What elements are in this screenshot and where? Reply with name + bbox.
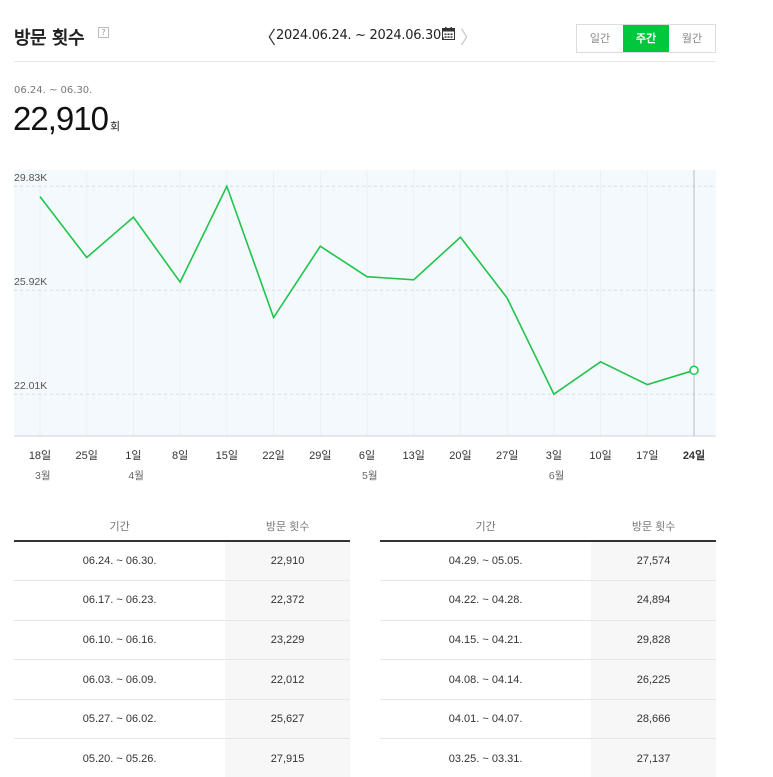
- column-header-visits: 방문 횟수: [225, 512, 350, 542]
- period-cell: 03.25. ~ 03.31.: [380, 738, 592, 777]
- chart-canvas: 22.01K 25.92K 29.83K 18일 3월 25일 1일 4월 8일 15일 22일 29…: [14, 170, 716, 482]
- stats-table-left: 기간 방문 횟수 06.24. ~ 06.30. 22,910 06.17. ~ …: [14, 512, 350, 777]
- y-tick-label: 29.83K: [14, 172, 47, 184]
- visits-cell: 22,012: [225, 659, 350, 700]
- column-header-period: 기간: [380, 512, 592, 542]
- table-row: 04.15. ~ 04.21. 29,828: [380, 620, 716, 661]
- column-header-visits: 방문 횟수: [591, 512, 716, 542]
- x-tick-label: 25일: [76, 448, 98, 462]
- x-tick-label: 8일: [172, 448, 188, 462]
- tab-monthly[interactable]: 월간: [669, 25, 715, 52]
- table-row: 06.17. ~ 06.23. 22,372: [14, 580, 350, 621]
- visits-cell: 26,225: [591, 659, 716, 700]
- summary-unit: 회: [109, 121, 121, 133]
- x-tick-label: 18일: [29, 448, 51, 462]
- x-month-label: 3월: [35, 470, 51, 482]
- page-title: 방문 횟수: [14, 28, 85, 49]
- x-tick-label: 6일: [359, 448, 375, 462]
- stats-tables: 기간 방문 횟수 06.24. ~ 06.30. 22,910 06.17. ~ …: [14, 512, 716, 777]
- plot-background: [14, 170, 716, 436]
- table-row: 05.20. ~ 05.26. 27,915: [14, 738, 350, 777]
- period-cell: 04.29. ~ 05.05.: [380, 541, 592, 582]
- tab-weekly[interactable]: 주간: [623, 25, 669, 52]
- visits-cell: 27,137: [591, 738, 716, 777]
- period-cell: 06.24. ~ 06.30.: [14, 541, 226, 582]
- stats-table-right: 기간 방문 횟수 04.29. ~ 05.05. 27,574 04.22. ~ …: [380, 512, 716, 777]
- table-row: 06.24. ~ 06.30. 22,910: [14, 541, 350, 582]
- summary-period: 06.24. ~ 06.30.: [14, 85, 93, 96]
- visits-cell: 24,894: [591, 580, 716, 621]
- visits-cell: 29,828: [591, 620, 716, 661]
- x-tick-label: 17일: [636, 448, 658, 462]
- visits-cell: 28,666: [591, 699, 716, 740]
- table-row: 06.03. ~ 06.09. 22,012: [14, 659, 350, 700]
- period-cell: 06.03. ~ 06.09.: [14, 659, 226, 700]
- summary-value: 22,910: [13, 100, 109, 137]
- x-tick-label: 15일: [216, 448, 238, 462]
- table-row: 05.27. ~ 06.02. 25,627: [14, 699, 350, 740]
- x-tick-label: 27일: [496, 448, 518, 462]
- prev-period-button[interactable]: 〈: [258, 28, 276, 49]
- visits-cell: 27,574: [591, 541, 716, 582]
- visits-cell: 22,910: [225, 541, 350, 582]
- table-row: 04.22. ~ 04.28. 24,894: [380, 580, 716, 621]
- table-row: 06.10. ~ 06.16. 23,229: [14, 620, 350, 661]
- x-tick-label: 13일: [403, 448, 425, 462]
- table-row: 03.25. ~ 03.31. 27,137: [380, 738, 716, 777]
- y-tick-label: 25.92K: [14, 276, 47, 288]
- help-icon[interactable]: ?: [98, 27, 109, 38]
- visits-cell: 22,372: [225, 580, 350, 621]
- date-range-label: 2024.06.24. ~ 2024.06.30.: [276, 28, 445, 43]
- table-row: 04.01. ~ 04.07. 28,666: [380, 699, 716, 740]
- period-cell: 04.22. ~ 04.28.: [380, 580, 592, 621]
- column-header-period: 기간: [14, 512, 226, 542]
- y-tick-label: 22.01K: [14, 380, 47, 392]
- period-cell: 06.10. ~ 06.16.: [14, 620, 226, 661]
- x-tick-label: 29일: [309, 448, 331, 462]
- header: 방문 횟수 ? 〈 2024.06.24. ~ 2024.06.30. 〉 일간…: [14, 0, 716, 62]
- period-cell: 06.17. ~ 06.23.: [14, 580, 226, 621]
- period-tabs: 일간 주간 월간: [576, 24, 716, 53]
- x-month-label: 5월: [362, 470, 378, 482]
- x-month-label: 6월: [549, 470, 565, 482]
- x-tick-label: 24일: [683, 448, 705, 462]
- summary-total: 22,910 회: [13, 100, 120, 138]
- next-period-button[interactable]: 〉: [460, 28, 478, 49]
- period-cell: 05.20. ~ 05.26.: [14, 738, 226, 777]
- x-tick-label: 3일: [546, 448, 562, 462]
- visits-line-chart: 22.01K 25.92K 29.83K 18일 3월 25일 1일 4월 8일 15일 22일 29…: [0, 160, 773, 490]
- x-tick-label: 1일: [125, 448, 141, 462]
- table-row: 04.29. ~ 05.05. 27,574: [380, 541, 716, 582]
- x-month-label: 4월: [128, 470, 144, 482]
- table-row: 04.08. ~ 04.14. 26,225: [380, 659, 716, 700]
- series-line: [39, 184, 695, 396]
- period-cell: 05.27. ~ 06.02.: [14, 699, 226, 740]
- period-cell: 04.15. ~ 04.21.: [380, 620, 592, 661]
- tab-daily[interactable]: 일간: [577, 25, 623, 52]
- calendar-icon[interactable]: [442, 27, 455, 40]
- x-tick-label: 22일: [262, 448, 284, 462]
- visits-cell: 27,915: [225, 738, 350, 777]
- period-cell: 04.01. ~ 04.07.: [380, 699, 592, 740]
- x-tick-label: 10일: [589, 448, 611, 462]
- data-point-last: [689, 365, 699, 376]
- visits-cell: 23,229: [225, 620, 350, 661]
- visits-cell: 25,627: [225, 699, 350, 740]
- x-tick-label: 20일: [449, 448, 471, 462]
- period-cell: 04.08. ~ 04.14.: [380, 659, 592, 700]
